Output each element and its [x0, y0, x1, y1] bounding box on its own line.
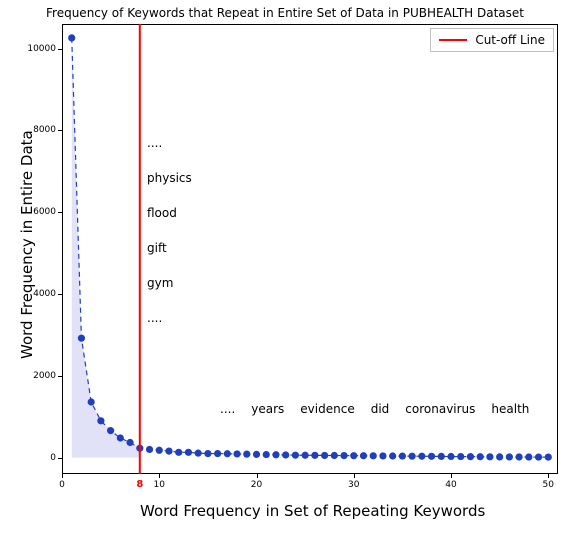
keyword-annotation: evidence [300, 402, 354, 416]
data-point [146, 446, 153, 453]
data-point [350, 452, 357, 459]
data-point [272, 451, 279, 458]
data-point [165, 447, 172, 454]
data-point [525, 453, 532, 460]
data-point [68, 34, 75, 41]
x-tick-label: 20 [251, 480, 262, 490]
y-tick-mark [58, 294, 62, 295]
y-tick-mark [58, 212, 62, 213]
data-point [78, 335, 85, 342]
keyword-annotation: .... [147, 311, 162, 325]
x-tick-mark [159, 474, 160, 478]
x-tick-label: 10 [154, 480, 165, 490]
x-tick-mark [548, 474, 549, 478]
data-point [496, 453, 503, 460]
data-point [117, 434, 124, 441]
data-point [321, 452, 328, 459]
y-tick-label: 0 [24, 453, 56, 463]
data-point [97, 417, 104, 424]
y-tick-label: 2000 [24, 371, 56, 381]
data-point [486, 453, 493, 460]
data-point [331, 452, 338, 459]
data-point [292, 452, 299, 459]
cutoff-tick-label: 8 [136, 479, 143, 490]
legend: Cut-off Line [430, 28, 554, 52]
keyword-annotation: coronavirus [405, 402, 475, 416]
y-tick-mark [58, 376, 62, 377]
data-point [214, 450, 221, 457]
data-point [399, 452, 406, 459]
data-point [282, 451, 289, 458]
data-point [107, 427, 114, 434]
x-tick-label: 50 [543, 480, 554, 490]
x-tick-mark [257, 474, 258, 478]
data-point [535, 453, 542, 460]
y-tick-label: 4000 [24, 289, 56, 299]
keyword-annotation: years [251, 402, 284, 416]
data-point [428, 453, 435, 460]
keyword-annotation: did [371, 402, 390, 416]
data-point [88, 398, 95, 405]
series-line [72, 38, 549, 457]
x-tick-mark [354, 474, 355, 478]
keyword-annotation: physics [147, 171, 192, 185]
data-point [360, 452, 367, 459]
data-point [224, 450, 231, 457]
y-tick-label: 6000 [24, 207, 56, 217]
y-tick-label: 10000 [24, 44, 56, 54]
x-tick-mark [451, 474, 452, 478]
data-point [175, 449, 182, 456]
x-tick-label: 0 [59, 480, 65, 490]
data-point [418, 453, 425, 460]
y-tick-mark [58, 49, 62, 50]
data-point [126, 439, 133, 446]
x-tick-label: 30 [348, 480, 359, 490]
data-point [545, 454, 552, 461]
data-point [506, 453, 513, 460]
data-point [447, 453, 454, 460]
keyword-annotation: .... [220, 402, 235, 416]
keyword-annotation: gym [147, 276, 173, 290]
y-tick-mark [58, 458, 62, 459]
legend-swatch [439, 39, 467, 41]
series-svg [0, 0, 570, 536]
data-point [263, 451, 270, 458]
data-point [467, 453, 474, 460]
x-tick-mark [62, 474, 63, 478]
keyword-annotation: .... [147, 136, 162, 150]
data-point [156, 447, 163, 454]
legend-label: Cut-off Line [475, 33, 545, 47]
data-point [185, 449, 192, 456]
data-point [409, 453, 416, 460]
keyword-annotation: gift [147, 241, 167, 255]
area-fill [72, 38, 140, 458]
data-point [253, 451, 260, 458]
y-tick-label: 8000 [24, 125, 56, 135]
data-point [233, 450, 240, 457]
data-point [477, 453, 484, 460]
y-tick-mark [58, 130, 62, 131]
x-tick-label: 40 [445, 480, 456, 490]
data-point [438, 453, 445, 460]
keyword-annotation: flood [147, 206, 177, 220]
data-point [243, 451, 250, 458]
data-point [340, 452, 347, 459]
data-point [204, 450, 211, 457]
keyword-annotation: health [491, 402, 529, 416]
data-point [389, 452, 396, 459]
data-point [302, 452, 309, 459]
keyword-annotation-row: .... years evidence did coronavirus health [220, 402, 529, 416]
data-point [370, 452, 377, 459]
data-point [311, 452, 318, 459]
figure: Frequency of Keywords that Repeat in Ent… [0, 0, 570, 536]
data-point [379, 452, 386, 459]
data-point [195, 450, 202, 457]
data-point [457, 453, 464, 460]
data-point [515, 453, 522, 460]
